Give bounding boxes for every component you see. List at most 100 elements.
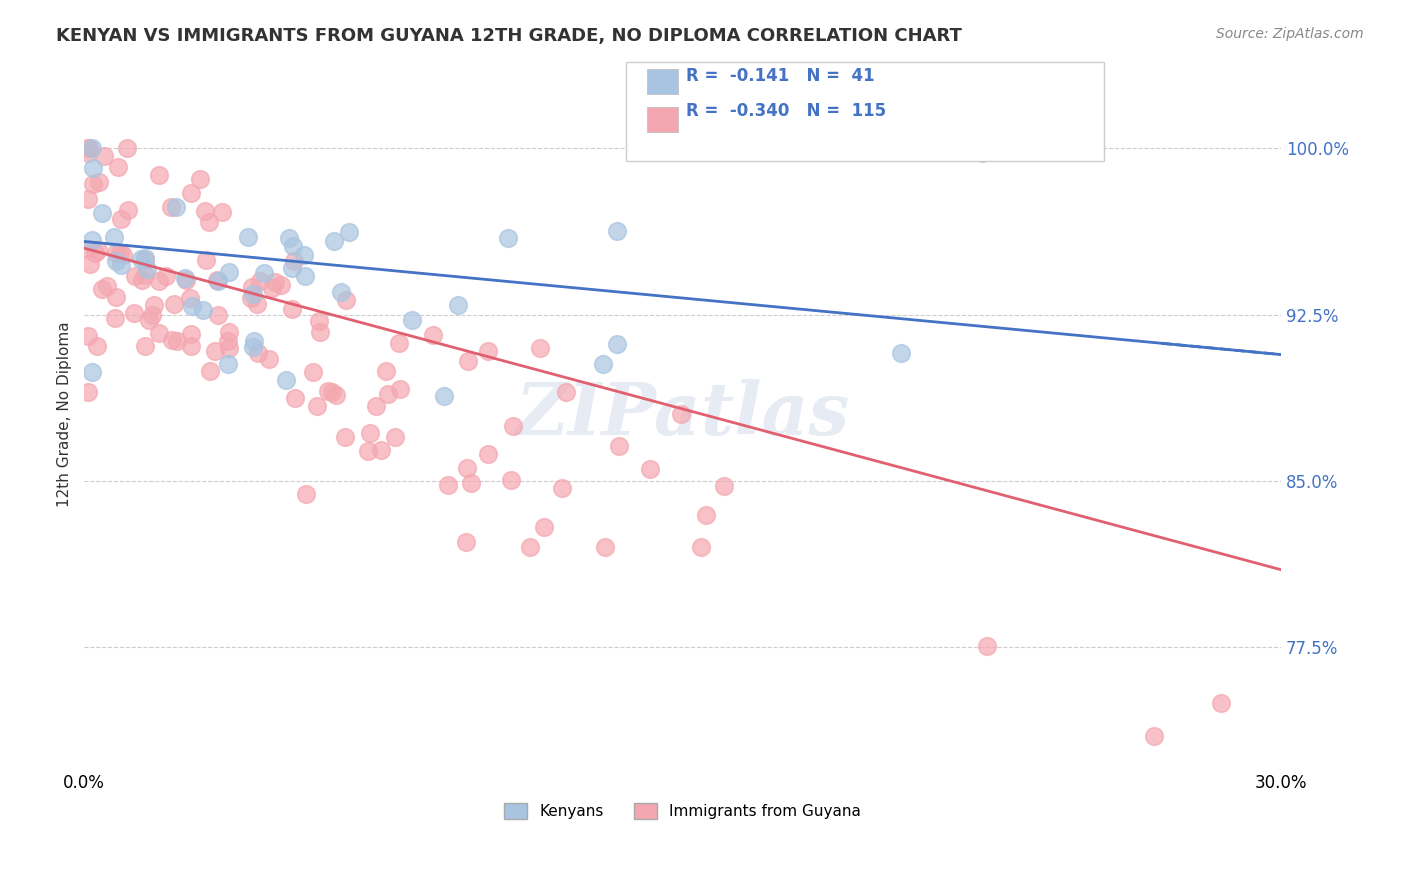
Point	[529, 341, 551, 355]
Point	[384, 430, 406, 444]
Point	[606, 336, 628, 351]
Point	[142, 298, 165, 312]
Point	[640, 462, 662, 476]
Point	[117, 203, 139, 218]
Point	[80, 233, 103, 247]
Point	[160, 200, 183, 214]
Point	[270, 277, 292, 292]
Point	[204, 343, 226, 358]
Point	[283, 254, 305, 268]
Point	[555, 384, 578, 399]
Point	[87, 175, 110, 189]
Point	[1143, 729, 1166, 743]
Point	[134, 251, 156, 265]
Point	[309, 325, 332, 339]
Point	[105, 245, 128, 260]
Point	[91, 282, 114, 296]
Point	[364, 400, 387, 414]
Point	[695, 508, 717, 523]
Point	[93, 149, 115, 163]
Point	[593, 540, 616, 554]
Point	[87, 243, 110, 257]
Point	[148, 168, 170, 182]
Point	[457, 353, 479, 368]
Point	[200, 364, 222, 378]
Point	[294, 268, 316, 283]
Point	[249, 274, 271, 288]
Point	[107, 160, 129, 174]
Point	[173, 270, 195, 285]
Point	[274, 373, 297, 387]
Point	[281, 239, 304, 253]
Point	[502, 419, 524, 434]
Point	[253, 266, 276, 280]
Point	[160, 333, 183, 347]
Point	[456, 461, 478, 475]
Point	[79, 257, 101, 271]
Point	[243, 334, 266, 348]
Point	[211, 205, 233, 219]
Point	[242, 287, 264, 301]
Point	[108, 246, 131, 260]
Point	[433, 389, 456, 403]
Point	[141, 308, 163, 322]
Point	[460, 476, 482, 491]
Point	[83, 246, 105, 260]
Point	[194, 253, 217, 268]
Point	[91, 206, 114, 220]
Point	[551, 482, 574, 496]
Point	[174, 273, 197, 287]
Point	[316, 384, 339, 398]
Point	[165, 200, 187, 214]
Point	[105, 254, 128, 268]
Point	[148, 274, 170, 288]
Point	[77, 141, 100, 155]
Point	[103, 229, 125, 244]
Point	[240, 279, 263, 293]
Point	[138, 313, 160, 327]
Point	[333, 430, 356, 444]
Point	[180, 339, 202, 353]
Point	[477, 447, 499, 461]
Point	[262, 281, 284, 295]
Point	[401, 313, 423, 327]
Point	[86, 339, 108, 353]
Point	[105, 290, 128, 304]
Point	[713, 479, 735, 493]
Point	[242, 341, 264, 355]
Point	[976, 639, 998, 653]
Point	[308, 314, 330, 328]
Point	[437, 477, 460, 491]
Point	[124, 268, 146, 283]
Point	[110, 212, 132, 227]
Point	[496, 231, 519, 245]
Point	[307, 400, 329, 414]
Point	[205, 273, 228, 287]
Point	[281, 261, 304, 276]
Point	[77, 329, 100, 343]
Point	[193, 303, 215, 318]
Y-axis label: 12th Grade, No Diploma: 12th Grade, No Diploma	[58, 322, 72, 508]
Point	[82, 177, 104, 191]
Point	[181, 299, 204, 313]
Point	[278, 231, 301, 245]
Point	[240, 291, 263, 305]
Point	[337, 225, 360, 239]
Point	[671, 407, 693, 421]
Point	[217, 334, 239, 349]
Point	[110, 258, 132, 272]
Text: R =  -0.141   N =  41: R = -0.141 N = 41	[686, 67, 875, 85]
Point	[134, 268, 156, 282]
Text: R =  -0.340   N =  115: R = -0.340 N = 115	[686, 102, 886, 120]
Text: Source: ZipAtlas.com: Source: ZipAtlas.com	[1216, 27, 1364, 41]
Point	[148, 326, 170, 340]
Point	[207, 275, 229, 289]
Point	[322, 234, 344, 248]
Point	[179, 291, 201, 305]
Point	[134, 339, 156, 353]
Point	[422, 327, 444, 342]
Point	[180, 186, 202, 201]
Point	[1209, 696, 1232, 710]
Point	[77, 141, 100, 155]
Point	[374, 364, 396, 378]
